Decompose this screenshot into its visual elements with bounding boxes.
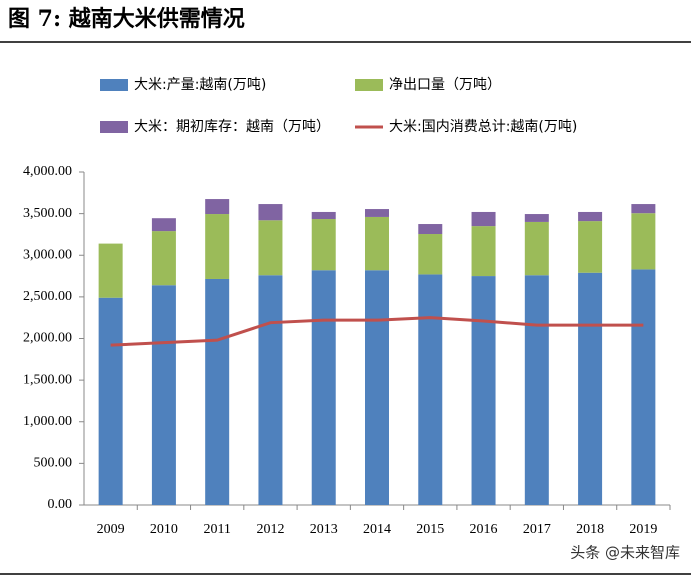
y-tick-label: 1,000.00 — [23, 414, 72, 429]
x-tick-label: 2019 — [629, 522, 657, 537]
x-tick-label: 2015 — [416, 522, 444, 537]
y-tick-label: 500.00 — [34, 456, 73, 471]
bar — [471, 276, 496, 505]
y-tick-label: 2,000.00 — [23, 331, 72, 346]
x-tick-label: 2014 — [363, 522, 391, 537]
bar — [365, 209, 389, 217]
y-tick-label: 2,500.00 — [23, 289, 72, 304]
x-tick-label: 2012 — [256, 522, 284, 537]
bar — [311, 219, 336, 271]
x-tick-label: 2018 — [576, 522, 604, 537]
bar — [631, 269, 656, 505]
bar — [205, 278, 230, 505]
bar — [151, 231, 176, 286]
bar — [578, 221, 603, 273]
bar — [418, 234, 443, 275]
y-tick-label: 3,000.00 — [23, 247, 72, 262]
watermark: 头条 @未来智库 — [570, 544, 680, 562]
bar — [98, 297, 123, 505]
bar — [631, 213, 656, 270]
bar — [151, 285, 176, 505]
y-tick-label: 0.00 — [48, 497, 73, 512]
x-tick-label: 2010 — [150, 522, 178, 537]
bar — [258, 220, 283, 276]
legend-label: 大米:国内消费总计:越南(万吨) — [389, 119, 577, 135]
x-tick-label: 2016 — [470, 522, 498, 537]
bar — [418, 274, 443, 505]
y-tick-label: 3,500.00 — [23, 206, 72, 221]
bar — [365, 216, 389, 271]
bar — [258, 275, 283, 505]
bar — [578, 272, 603, 505]
y-tick-label: 1,500.00 — [23, 372, 72, 387]
bar — [471, 211, 496, 227]
bar — [524, 214, 549, 222]
bar — [205, 214, 230, 279]
x-tick-label: 2011 — [203, 522, 230, 537]
bar — [471, 226, 496, 277]
bar — [365, 270, 389, 505]
legend-label: 大米：期初库存：越南（万吨） — [134, 118, 330, 135]
bar — [311, 211, 336, 220]
chart-title: 图 7: 越南大米供需情况 — [8, 6, 245, 32]
legend-swatch — [100, 121, 128, 133]
line — [110, 316, 644, 347]
bar — [524, 221, 549, 276]
bar — [258, 204, 283, 221]
x-tick-label: 2009 — [97, 522, 125, 537]
bar — [524, 275, 549, 505]
legend-label: 净出口量（万吨） — [389, 77, 501, 93]
legend-label: 大米:产量:越南(万吨) — [134, 77, 266, 93]
bar — [418, 224, 443, 235]
x-tick-label: 2017 — [523, 522, 551, 537]
legend-swatch — [355, 79, 383, 91]
y-tick-label: 4,000.00 — [23, 164, 72, 179]
legend-swatch — [100, 79, 128, 91]
bar — [151, 218, 176, 232]
x-tick-label: 2013 — [310, 522, 338, 537]
bar — [631, 204, 656, 214]
bar — [205, 199, 230, 215]
bar — [578, 211, 603, 222]
bar — [98, 243, 123, 298]
bar — [311, 270, 336, 505]
